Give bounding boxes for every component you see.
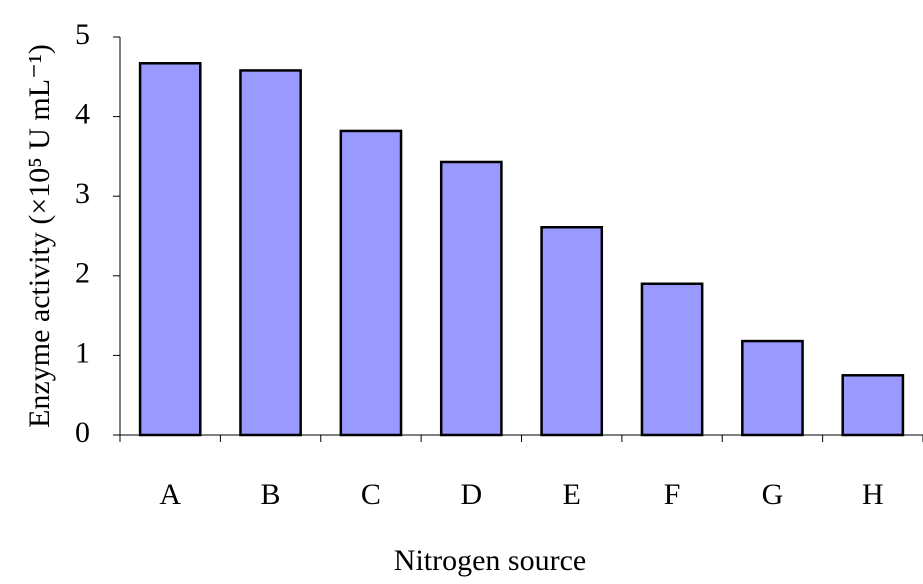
bar	[339, 129, 403, 437]
x-tick-label: C	[361, 478, 381, 511]
bar	[439, 160, 503, 437]
bar	[841, 374, 905, 437]
x-tick-label: D	[460, 478, 482, 511]
x-tick-label: A	[159, 478, 181, 511]
x-axis-label: Nitrogen source	[394, 544, 586, 577]
bar	[640, 282, 704, 437]
y-tick-label: 1	[75, 336, 90, 369]
y-tick-label: 3	[75, 177, 90, 210]
bar	[239, 69, 302, 437]
x-tick-label: B	[261, 478, 281, 511]
y-tick-label: 2	[75, 257, 90, 290]
x-tick-label: E	[563, 478, 581, 511]
bar	[138, 62, 202, 437]
y-tick-label: 4	[75, 97, 90, 130]
x-tick-label: H	[862, 478, 884, 511]
y-tick-label: 0	[75, 416, 90, 449]
y-axis-label: Enzyme activity (×10⁵ U mL⁻¹)	[23, 44, 56, 428]
y-tick-label: 5	[75, 18, 90, 51]
x-tick-label: G	[762, 478, 784, 511]
bar	[741, 339, 804, 437]
x-tick-label: F	[664, 478, 681, 511]
bar	[540, 225, 604, 437]
